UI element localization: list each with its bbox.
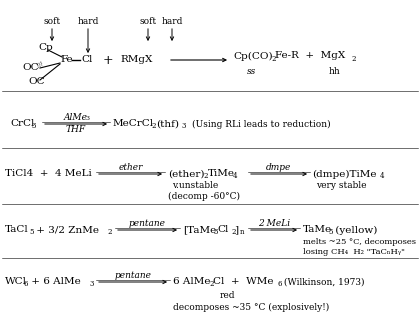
Text: CrCl: CrCl: [10, 120, 34, 128]
Text: (Wilkinson, 1973): (Wilkinson, 1973): [281, 277, 365, 287]
Text: + 6 AlMe: + 6 AlMe: [28, 277, 81, 287]
Text: Cl: Cl: [81, 55, 92, 65]
Text: 2: 2: [204, 172, 208, 180]
Text: hh: hh: [329, 67, 341, 77]
Text: (yellow): (yellow): [332, 226, 378, 235]
Text: 6: 6: [24, 280, 29, 288]
Text: TaMe: TaMe: [303, 226, 332, 234]
Text: 3: 3: [90, 280, 94, 288]
Text: decomposes ~35 °C (explosively!): decomposes ~35 °C (explosively!): [173, 303, 329, 312]
Text: (Using RLi leads to reduction): (Using RLi leads to reduction): [192, 119, 331, 128]
Text: 4: 4: [233, 172, 237, 180]
Text: very stable: very stable: [316, 182, 367, 190]
Text: 6: 6: [277, 280, 281, 288]
Text: OC: OC: [22, 64, 39, 72]
Text: 3: 3: [213, 228, 218, 236]
Text: AlMe: AlMe: [64, 112, 88, 122]
Text: soft: soft: [139, 18, 157, 26]
Text: soft: soft: [43, 18, 60, 26]
Text: (thf): (thf): [156, 120, 179, 128]
Text: 2: 2: [231, 228, 236, 236]
Text: melts ~25 °C, decomposes: melts ~25 °C, decomposes: [303, 238, 416, 246]
Text: 6 AlMe: 6 AlMe: [173, 277, 210, 287]
Text: 2: 2: [271, 55, 276, 63]
Text: TaCl: TaCl: [5, 226, 29, 234]
Text: + 3/2 ZnMe: + 3/2 ZnMe: [33, 226, 99, 234]
Text: 2: 2: [152, 122, 157, 130]
Text: 2 MeLi: 2 MeLi: [258, 218, 290, 228]
Text: (decomp -60°C): (decomp -60°C): [168, 191, 240, 200]
Text: Fe: Fe: [60, 55, 73, 65]
Text: TiMe: TiMe: [208, 170, 235, 179]
Text: (dmpe)TiMe: (dmpe)TiMe: [312, 170, 376, 179]
Text: [TaMe: [TaMe: [183, 226, 216, 234]
Text: WCl: WCl: [5, 277, 27, 287]
Text: n: n: [240, 228, 244, 236]
Text: pentane: pentane: [115, 271, 152, 279]
Text: 4: 4: [380, 172, 384, 180]
Text: v.unstable: v.unstable: [172, 182, 218, 190]
Text: (ether): (ether): [168, 170, 205, 179]
Text: OC: OC: [28, 77, 45, 85]
Text: pentane: pentane: [129, 218, 166, 228]
Text: TiCl4  +  4 MeLi: TiCl4 + 4 MeLi: [5, 170, 92, 179]
Text: +: +: [102, 53, 113, 67]
Text: RMgX: RMgX: [120, 55, 152, 65]
Text: ///: ///: [36, 60, 44, 68]
Text: 2: 2: [107, 228, 111, 236]
Text: 2: 2: [352, 55, 357, 63]
Text: red: red: [220, 290, 236, 300]
Text: losing CH₄  H₂ "TaCₙHᵧ": losing CH₄ H₂ "TaCₙHᵧ": [303, 248, 405, 256]
Text: MeCrCl: MeCrCl: [113, 120, 154, 128]
Text: ether: ether: [118, 162, 143, 171]
Text: ss: ss: [247, 67, 257, 77]
Text: 5: 5: [29, 228, 34, 236]
Text: hard: hard: [77, 18, 99, 26]
Text: Cl  +  WMe: Cl + WMe: [213, 277, 273, 287]
Text: 2: 2: [210, 280, 215, 288]
Text: hard: hard: [161, 18, 183, 26]
Text: dmpe: dmpe: [266, 162, 291, 171]
Text: Cl: Cl: [217, 226, 228, 234]
Text: 3: 3: [85, 116, 89, 121]
Text: Cp(CO): Cp(CO): [233, 52, 273, 61]
Text: Fe-R  +  MgX: Fe-R + MgX: [275, 52, 345, 61]
Text: 3: 3: [182, 122, 186, 130]
Text: Cp: Cp: [38, 43, 53, 52]
Text: 3: 3: [32, 122, 37, 130]
Text: ]: ]: [234, 226, 238, 234]
Text: 5: 5: [328, 228, 333, 236]
Text: THF: THF: [66, 125, 86, 134]
